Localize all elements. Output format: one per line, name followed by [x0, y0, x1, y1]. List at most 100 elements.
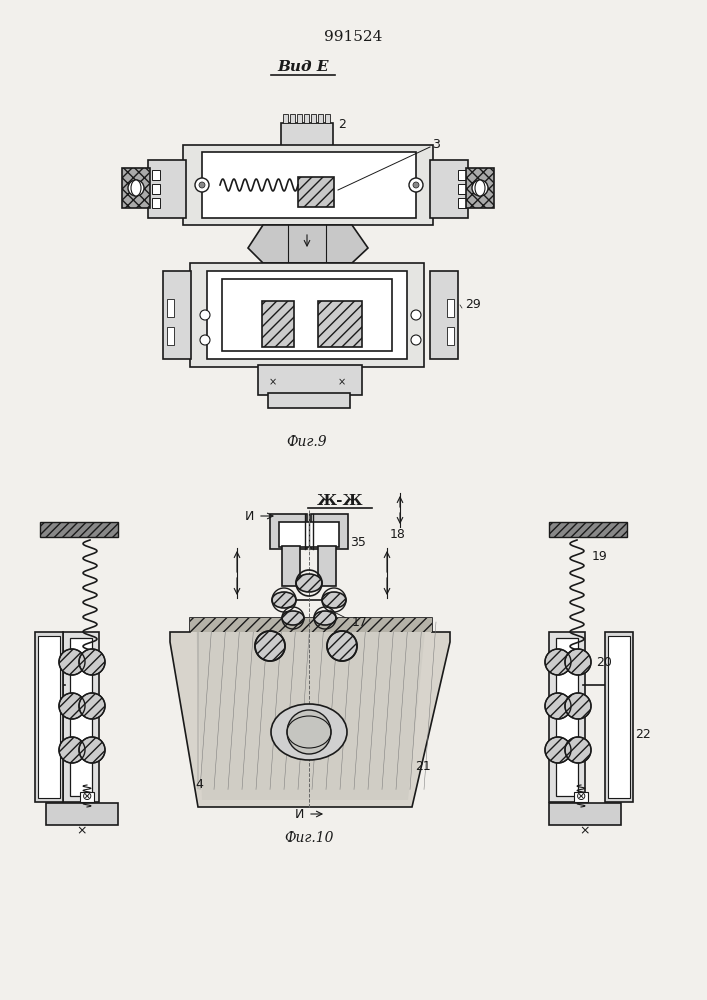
Bar — [556, 638, 578, 796]
Bar — [283, 114, 288, 123]
Circle shape — [565, 737, 591, 763]
Bar — [311, 114, 316, 123]
Bar — [46, 803, 118, 825]
Bar — [311, 514, 348, 549]
Bar — [304, 114, 309, 123]
Bar — [608, 636, 630, 798]
Bar — [258, 365, 362, 395]
Circle shape — [255, 631, 285, 661]
Text: 35: 35 — [350, 536, 366, 548]
Circle shape — [79, 737, 105, 763]
Text: 29: 29 — [465, 298, 481, 312]
Bar — [268, 393, 350, 408]
Circle shape — [565, 693, 591, 719]
Bar — [430, 271, 458, 359]
Circle shape — [409, 178, 423, 192]
Bar — [122, 168, 150, 208]
Circle shape — [472, 180, 488, 196]
Text: 19: 19 — [592, 550, 608, 564]
Ellipse shape — [314, 611, 336, 625]
Ellipse shape — [272, 592, 296, 608]
Bar — [202, 152, 416, 218]
Text: ⊗: ⊗ — [82, 790, 92, 804]
Bar — [183, 145, 433, 225]
Ellipse shape — [282, 611, 304, 625]
Circle shape — [327, 631, 357, 661]
Polygon shape — [40, 522, 118, 537]
Bar — [458, 198, 466, 208]
Polygon shape — [196, 622, 426, 800]
Ellipse shape — [475, 180, 485, 196]
Bar — [270, 514, 307, 549]
Bar — [447, 327, 454, 345]
Bar — [458, 170, 466, 180]
Polygon shape — [549, 522, 627, 537]
Text: Фиг.9: Фиг.9 — [286, 435, 327, 449]
Circle shape — [200, 310, 210, 320]
Bar — [318, 301, 362, 347]
Bar — [466, 168, 494, 208]
Circle shape — [413, 182, 419, 188]
Text: ×: × — [580, 824, 590, 838]
Bar — [325, 114, 330, 123]
Polygon shape — [248, 225, 368, 263]
Bar — [574, 792, 588, 802]
Ellipse shape — [296, 574, 322, 592]
Text: Вид Е: Вид Е — [277, 60, 329, 74]
Text: 21: 21 — [415, 760, 431, 774]
Bar — [262, 301, 294, 347]
Bar — [152, 198, 160, 208]
Bar — [458, 184, 466, 194]
Bar — [279, 522, 339, 547]
Circle shape — [411, 310, 421, 320]
Bar — [318, 114, 323, 123]
Bar — [318, 546, 336, 586]
Bar — [297, 114, 302, 123]
Bar — [148, 160, 186, 218]
Bar — [38, 636, 60, 798]
Text: 17: 17 — [352, 615, 368, 629]
Bar — [298, 177, 334, 207]
Circle shape — [79, 693, 105, 719]
Text: И: И — [295, 808, 304, 820]
Text: Ж-Ж: Ж-Ж — [317, 494, 363, 508]
Bar — [167, 327, 174, 345]
Circle shape — [195, 178, 209, 192]
Bar — [190, 263, 424, 367]
Text: 991524: 991524 — [324, 30, 382, 44]
Circle shape — [545, 649, 571, 675]
Ellipse shape — [271, 704, 347, 760]
Circle shape — [59, 693, 85, 719]
Circle shape — [128, 180, 144, 196]
Text: 20: 20 — [596, 656, 612, 668]
Bar — [167, 299, 174, 317]
Bar — [152, 184, 160, 194]
Ellipse shape — [131, 180, 141, 196]
Circle shape — [545, 737, 571, 763]
Text: ×: × — [338, 377, 346, 387]
Text: 4: 4 — [195, 778, 203, 792]
Bar — [430, 160, 468, 218]
Bar — [447, 299, 454, 317]
Bar — [207, 271, 407, 359]
Circle shape — [565, 649, 591, 675]
Text: 22: 22 — [635, 728, 650, 742]
Text: 2: 2 — [338, 117, 346, 130]
Text: ×: × — [77, 824, 87, 838]
Text: 18: 18 — [390, 528, 406, 542]
Bar — [190, 618, 432, 632]
Bar — [70, 638, 92, 796]
Bar — [80, 792, 94, 802]
Text: И: И — [245, 510, 254, 522]
Bar — [35, 632, 63, 802]
Polygon shape — [170, 618, 450, 807]
Bar — [281, 123, 333, 147]
Circle shape — [545, 693, 571, 719]
Bar — [282, 546, 300, 586]
Circle shape — [59, 649, 85, 675]
Circle shape — [199, 182, 205, 188]
Bar — [290, 114, 295, 123]
Text: Фиг.10: Фиг.10 — [284, 831, 334, 845]
Bar — [222, 279, 392, 351]
Text: 3: 3 — [432, 137, 440, 150]
